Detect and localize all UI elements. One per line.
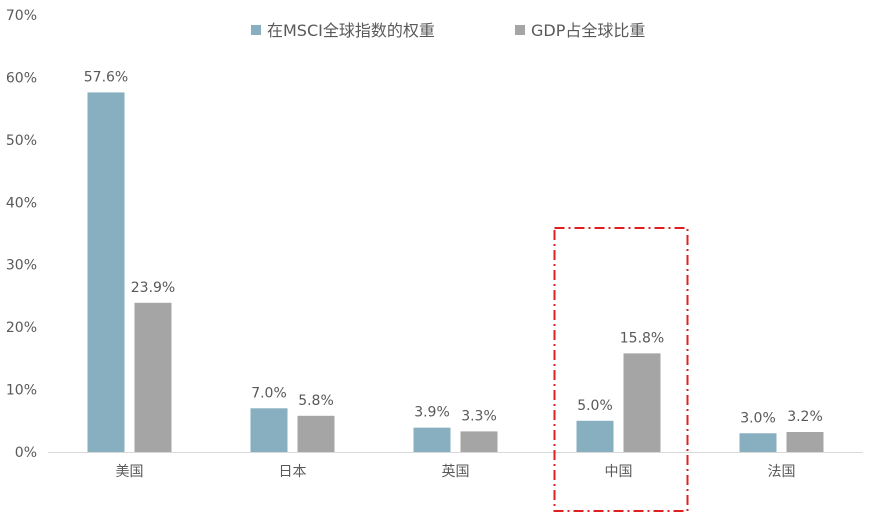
x-tick-label: 美国 — [116, 464, 144, 480]
x-tick-label: 日本 — [279, 464, 307, 480]
y-tick-label: 30% — [6, 258, 37, 274]
y-tick-label: 40% — [6, 195, 37, 211]
highlight-box — [553, 227, 689, 512]
x-tick-label: 英国 — [442, 463, 470, 480]
bar — [786, 432, 824, 452]
legend-swatch — [515, 25, 525, 35]
data-label: 3.3% — [461, 408, 497, 424]
bars: 57.6% 23.9% 7.0% 5.8% 3.9% 3.3% 5.0% 15.8% 3.0% 3… — [84, 69, 824, 452]
data-label: 7.0% — [251, 385, 287, 401]
data-label: 15.8% — [620, 330, 664, 346]
x-tick-label: 法国 — [768, 464, 796, 480]
bar — [576, 420, 614, 452]
y-tick-label: 10% — [6, 383, 37, 399]
legend-swatch — [251, 25, 261, 35]
data-label: 5.8% — [298, 393, 334, 409]
legend-label: 在MSCI全球指数的权重 — [267, 21, 435, 40]
bar — [134, 302, 172, 452]
data-label: 57.6% — [84, 69, 128, 85]
bar — [297, 415, 335, 452]
data-label: 3.0% — [740, 410, 776, 426]
y-tick-label: 60% — [6, 70, 37, 86]
bar — [413, 427, 451, 452]
data-label: 23.9% — [131, 280, 175, 296]
bar — [250, 408, 288, 452]
y-tick-label: 20% — [6, 320, 37, 336]
x-axis: 美国 日本 英国 中国 法国 — [48, 452, 863, 480]
bar — [739, 433, 777, 452]
bar — [460, 431, 498, 452]
data-label: 5.0% — [577, 398, 613, 414]
highlight — [553, 227, 689, 512]
bar — [87, 92, 125, 452]
y-tick-label: 50% — [6, 133, 37, 149]
y-tick-label: 0% — [15, 445, 37, 461]
data-label: 3.2% — [787, 409, 823, 425]
bar — [623, 353, 661, 452]
y-tick-label: 70% — [6, 8, 37, 24]
y-axis: 0% 10% 20% 30% 40% 50% 60% 70% — [6, 8, 37, 461]
legend-label: GDP占全球比重 — [531, 21, 645, 40]
data-label: 3.9% — [414, 405, 450, 421]
x-tick-label: 中国 — [605, 464, 633, 480]
legend: 在MSCI全球指数的权重 GDP占全球比重 — [251, 21, 645, 40]
